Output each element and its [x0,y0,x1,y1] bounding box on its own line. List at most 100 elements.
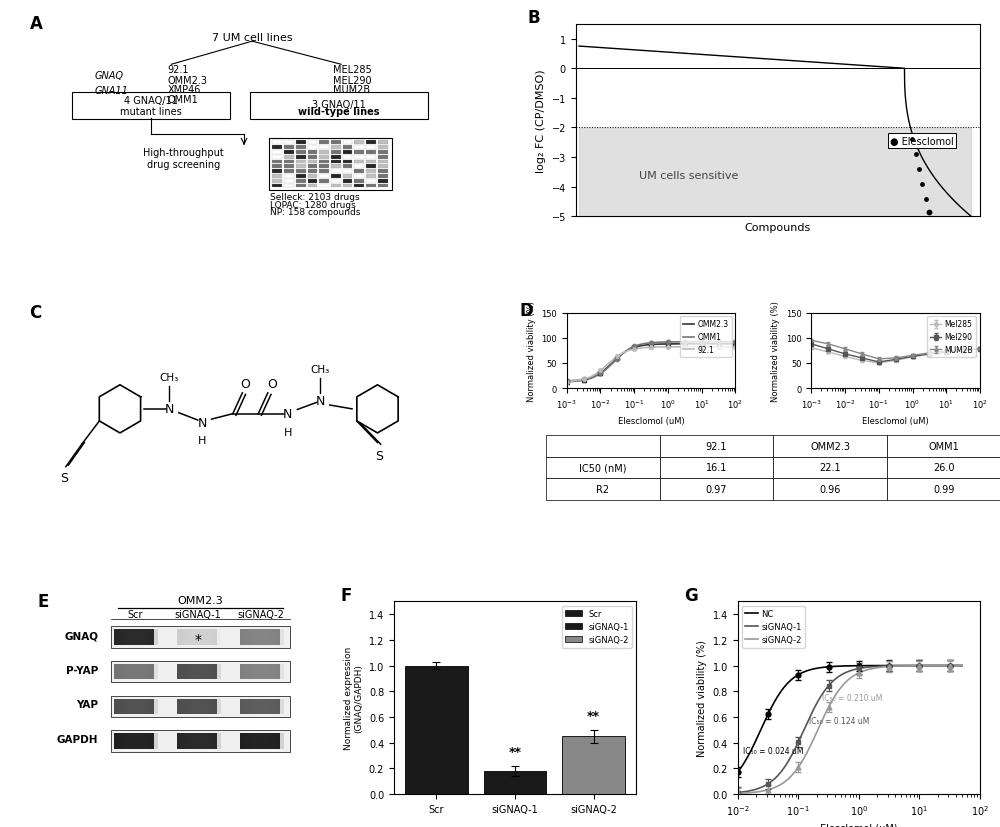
Bar [354,184,364,189]
Text: N: N [165,403,174,416]
Bar [247,664,276,680]
Legend: OMM2.3, OMM1, 92.1: OMM2.3, OMM1, 92.1 [680,317,732,358]
Bar [272,160,282,165]
Text: ● Elesclomol: ● Elesclomol [890,136,954,146]
Bar [354,160,364,165]
Bar [114,734,154,748]
Text: GNAQ: GNAQ [94,71,123,81]
Bar [366,141,376,145]
Bar [343,160,352,165]
Text: O: O [241,377,250,390]
Bar [331,179,341,184]
Bar [251,629,280,645]
Bar [177,699,206,715]
Bar [125,629,154,645]
Bar [114,699,154,715]
Bar [111,662,290,682]
Y-axis label: Normalized viability (%): Normalized viability (%) [697,639,707,756]
Text: IC₅₀ = 0.024 uM: IC₅₀ = 0.024 uM [743,746,803,755]
Bar [240,664,269,680]
Bar [177,629,206,645]
Bar [378,146,388,150]
Bar [343,155,352,160]
Bar [255,664,284,680]
Text: NP: 158 compounds: NP: 158 compounds [270,208,361,217]
Text: wild-type lines: wild-type lines [298,108,380,117]
Bar [118,664,147,680]
Text: GAPDH: GAPDH [57,734,98,744]
Bar [331,174,341,179]
Point [921,206,937,219]
Bar [562,736,625,794]
Bar [272,184,282,189]
Bar [378,174,388,179]
Bar [192,664,221,680]
Bar [184,734,213,748]
Bar [296,146,306,150]
Text: OMM2.3: OMM2.3 [177,595,223,605]
Bar [319,174,329,179]
Bar [240,629,280,645]
Bar [343,184,352,189]
Text: CH₃: CH₃ [311,364,330,374]
Bar [255,734,284,748]
Point [914,178,930,191]
Bar [284,146,294,150]
Bar [308,170,317,174]
Bar [125,699,154,715]
Bar [319,151,329,155]
Bar [240,629,269,645]
Bar [192,734,221,748]
Text: O: O [268,377,278,390]
Bar [319,155,329,160]
Bar [343,174,352,179]
Bar [284,160,294,165]
Bar [308,184,317,189]
Text: N: N [316,394,325,408]
Bar [366,174,376,179]
Bar [272,151,282,155]
Bar [284,184,294,189]
Bar [114,629,143,645]
Bar [319,141,329,145]
X-axis label: Elesclomol (uM): Elesclomol (uM) [618,416,684,425]
Bar [331,184,341,189]
Text: siGNAQ-2: siGNAQ-2 [237,609,284,619]
Bar [125,664,154,680]
Bar [114,664,143,680]
Text: LOPAC: 1280 drugs: LOPAC: 1280 drugs [270,200,356,209]
Bar [118,629,147,645]
Text: 3 GNAQ/11: 3 GNAQ/11 [312,99,366,110]
Bar [308,165,317,169]
Bar [331,170,341,174]
Text: G: G [685,586,698,605]
Point [911,163,927,176]
Bar [331,151,341,155]
Bar [272,170,282,174]
Text: F: F [341,586,352,605]
Text: H: H [284,427,292,437]
Bar [284,151,294,155]
Bar [378,160,388,165]
Bar [177,629,217,645]
Bar [308,155,317,160]
Text: IC₅₀ = 0.210 uM: IC₅₀ = 0.210 uM [822,693,883,702]
Bar [284,155,294,160]
Bar [188,734,217,748]
Bar [366,170,376,174]
Bar [308,151,317,155]
Text: siGNAQ-1: siGNAQ-1 [174,609,221,619]
Bar [331,146,341,150]
Bar [354,170,364,174]
Bar [319,146,329,150]
FancyBboxPatch shape [250,93,428,120]
Text: H: H [198,435,206,445]
Y-axis label: Normalized viability (%): Normalized viability (%) [527,300,536,401]
Bar [343,170,352,174]
Bar [255,629,284,645]
Bar [181,629,210,645]
Bar [296,170,306,174]
Point [918,193,934,206]
Bar [240,699,280,715]
Text: GNA11: GNA11 [94,86,128,96]
